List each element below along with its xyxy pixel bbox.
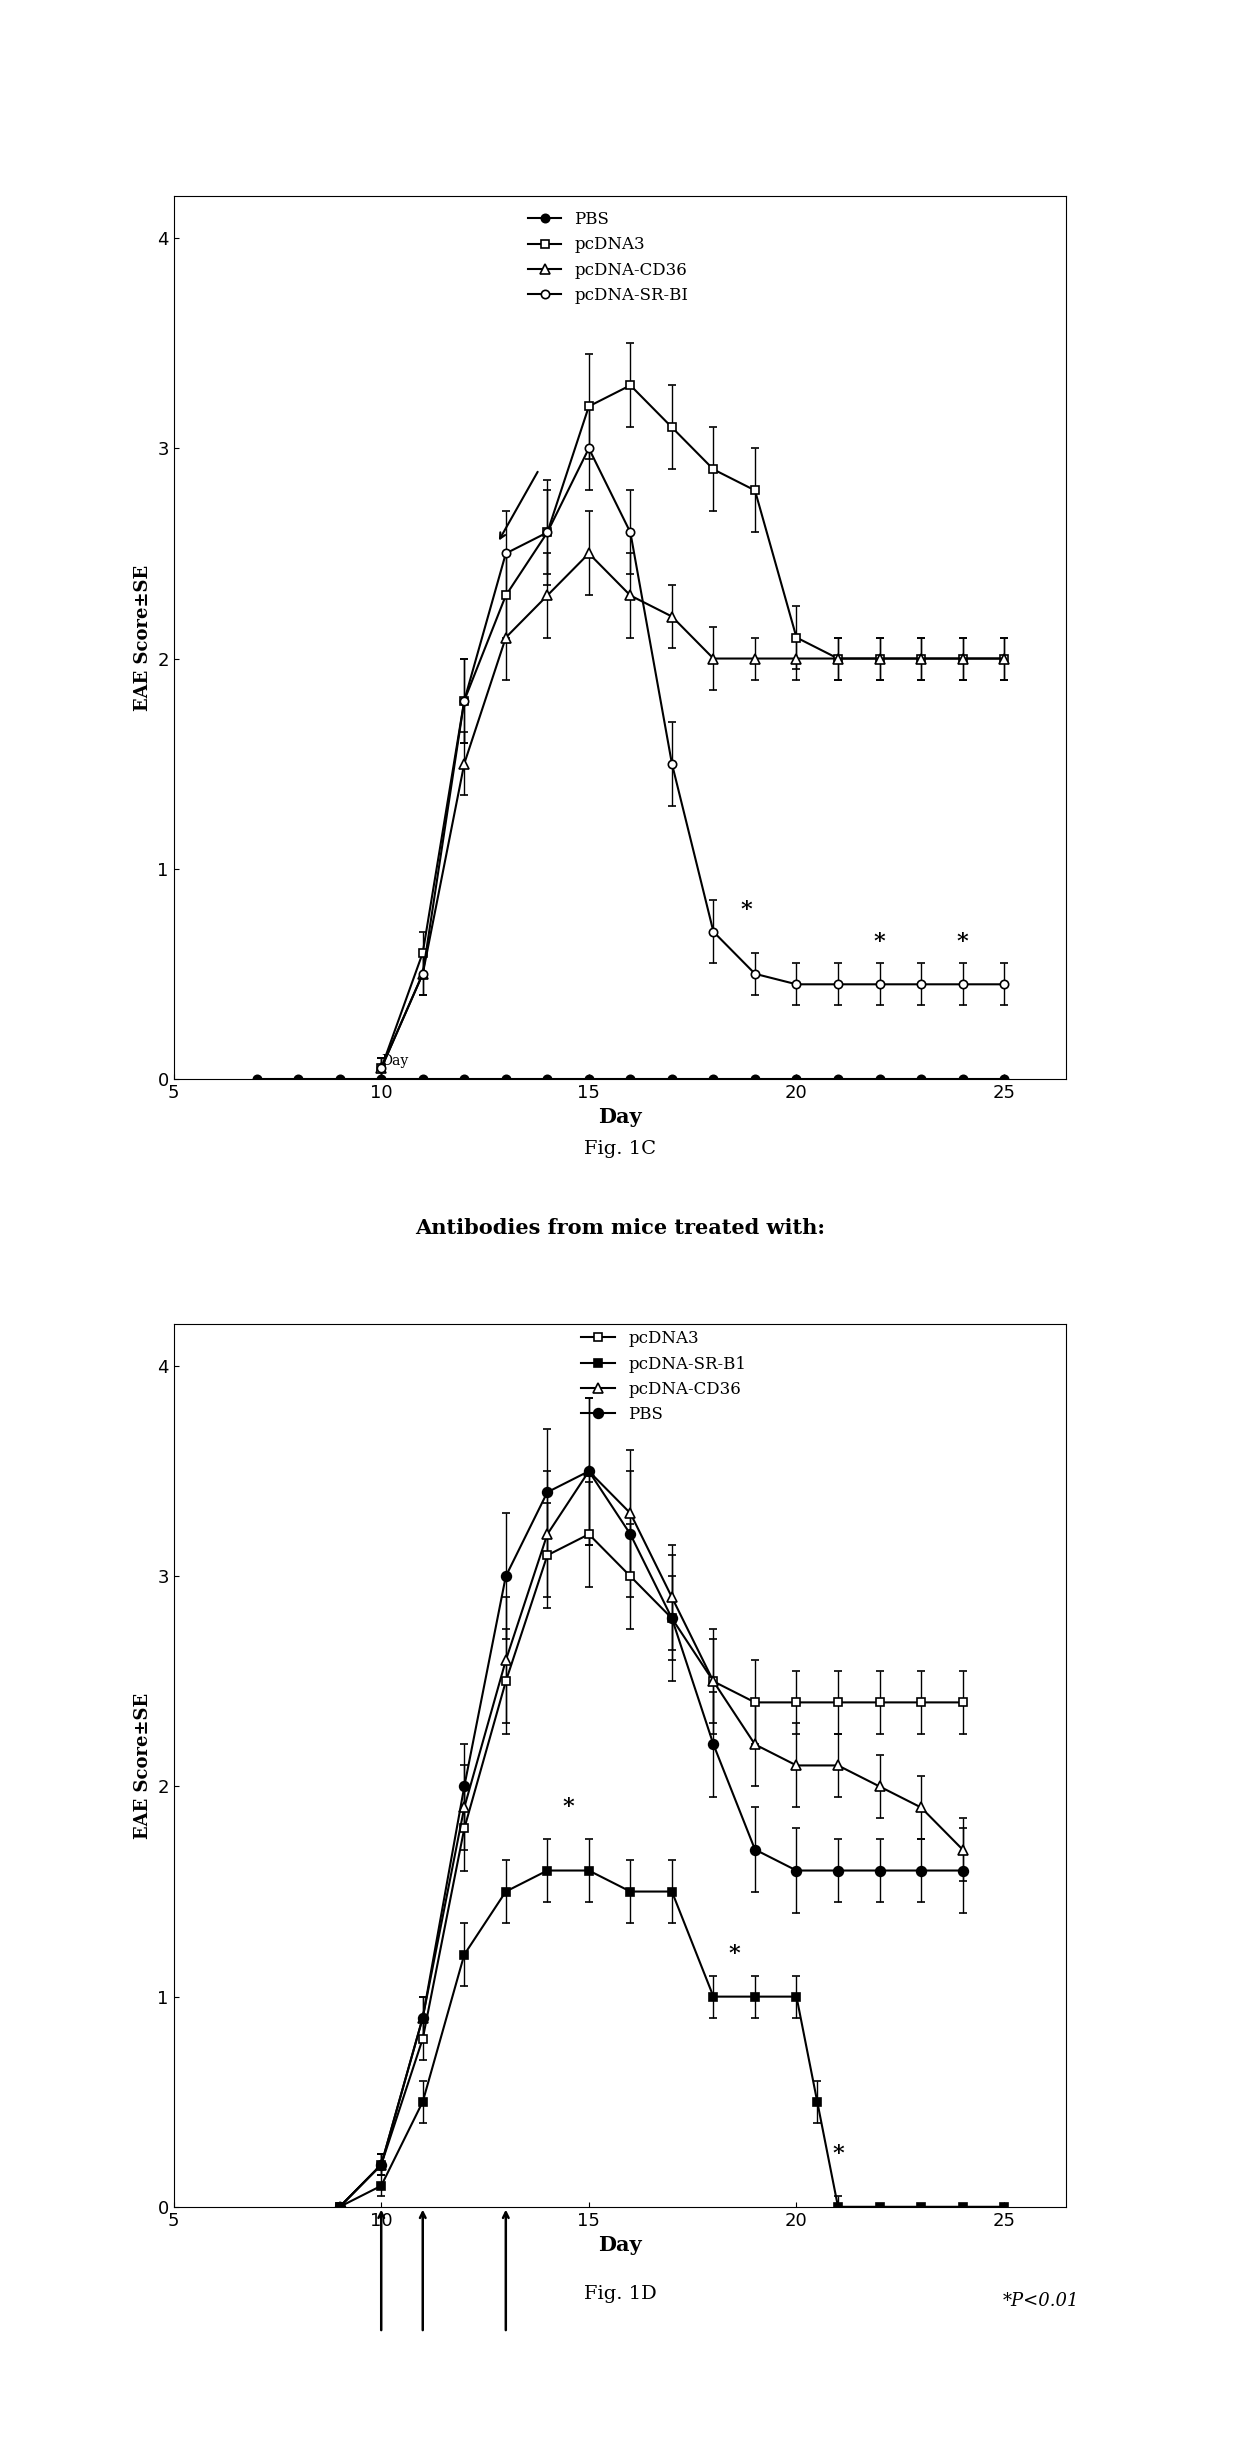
X-axis label: Day: Day (598, 2236, 642, 2256)
Text: Fig. 1D: Fig. 1D (584, 2285, 656, 2302)
Text: Day: Day (381, 1054, 408, 1069)
Y-axis label: EAE Score±SE: EAE Score±SE (134, 1692, 151, 1839)
Text: *: * (740, 900, 753, 922)
Text: *: * (874, 932, 885, 954)
Y-axis label: EAE Score±SE: EAE Score±SE (134, 564, 151, 711)
Text: Fig. 1C: Fig. 1C (584, 1140, 656, 1157)
Text: *: * (562, 1795, 574, 1817)
X-axis label: Day: Day (598, 1108, 642, 1128)
Text: *: * (728, 1942, 740, 1964)
Legend: pcDNA3, pcDNA-SR-B1, pcDNA-CD36, PBS: pcDNA3, pcDNA-SR-B1, pcDNA-CD36, PBS (575, 1324, 753, 1430)
Legend: PBS, pcDNA3, pcDNA-CD36, pcDNA-SR-BI: PBS, pcDNA3, pcDNA-CD36, pcDNA-SR-BI (521, 204, 696, 311)
Text: Antibodies from mice treated with:: Antibodies from mice treated with: (415, 1219, 825, 1238)
Text: *: * (957, 932, 968, 954)
Text: *: * (832, 2143, 844, 2165)
Text: *P<0.01: *P<0.01 (1002, 2293, 1079, 2310)
